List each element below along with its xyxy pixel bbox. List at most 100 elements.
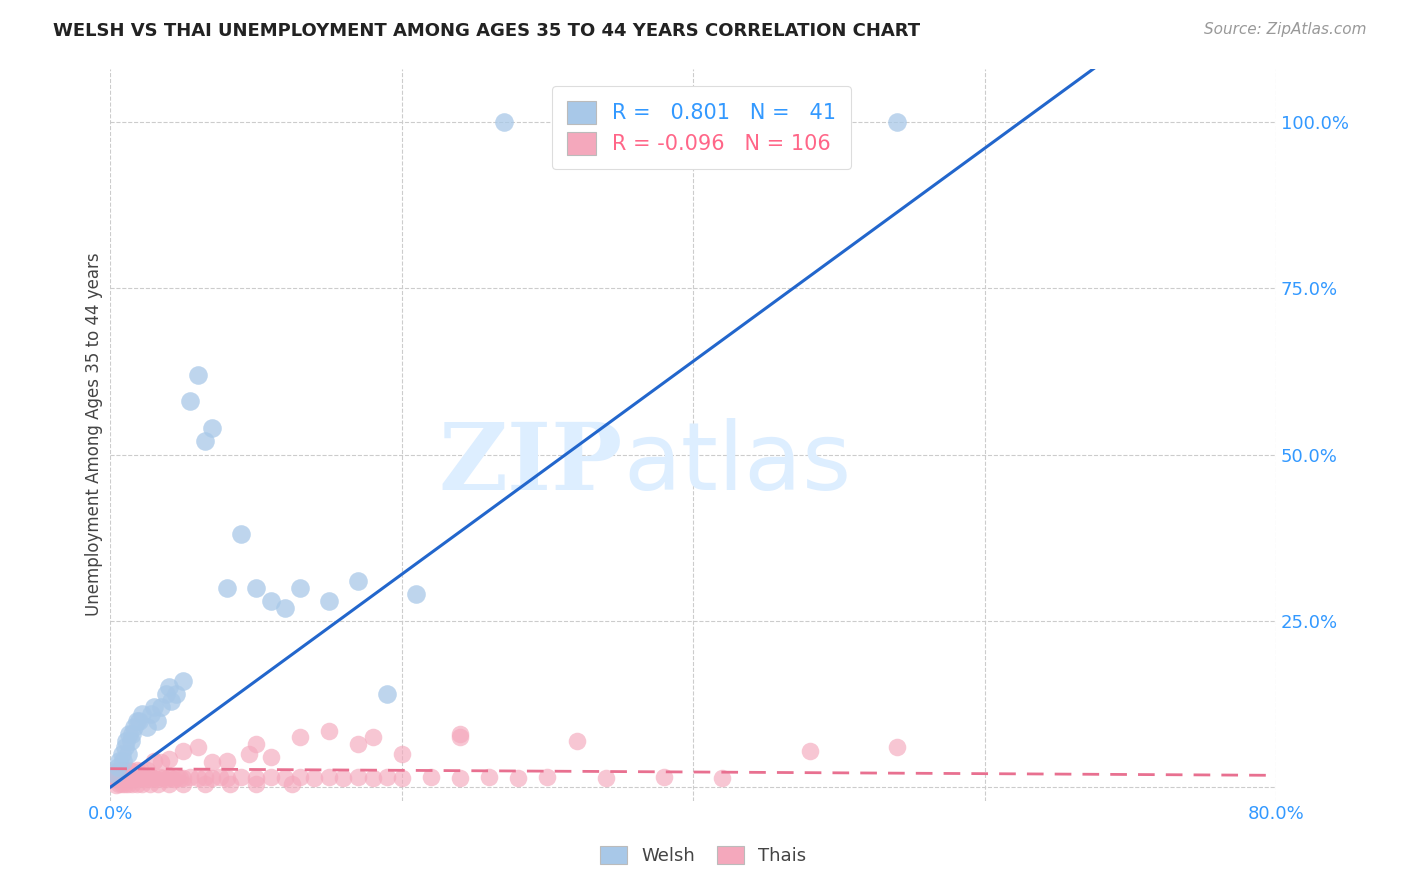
Point [131, 707, 153, 722]
Point [172, 777, 194, 791]
Point [150, 755, 173, 769]
Point [187, 771, 209, 785]
Point [201, 421, 224, 435]
Point [121, 764, 143, 778]
Point [215, 771, 238, 785]
Point [318, 770, 340, 784]
Point [121, 727, 143, 741]
Point [103, 770, 125, 784]
Point [122, 720, 145, 734]
Point [128, 714, 150, 728]
Point [114, 740, 136, 755]
Point [478, 770, 501, 784]
Point [361, 731, 384, 745]
Point [245, 581, 267, 595]
Point [125, 763, 148, 777]
Point [208, 770, 231, 784]
Point [143, 700, 166, 714]
Point [120, 733, 142, 747]
Point [332, 771, 354, 785]
Point [122, 771, 145, 785]
Point [391, 771, 413, 785]
Point [711, 771, 734, 785]
Point [259, 770, 281, 784]
Point [138, 777, 160, 791]
Point [131, 777, 153, 791]
Point [274, 600, 297, 615]
Point [143, 754, 166, 768]
Point [107, 760, 129, 774]
Point [231, 527, 253, 541]
Point [108, 754, 131, 768]
Point [117, 771, 139, 785]
Text: Source: ZipAtlas.com: Source: ZipAtlas.com [1204, 22, 1367, 37]
Y-axis label: Unemployment Among Ages 35 to 44 years: Unemployment Among Ages 35 to 44 years [86, 252, 103, 616]
Point [245, 737, 267, 751]
Point [172, 771, 194, 785]
Text: WELSH VS THAI UNEMPLOYMENT AMONG AGES 35 TO 44 YEARS CORRELATION CHART: WELSH VS THAI UNEMPLOYMENT AMONG AGES 35… [53, 22, 921, 40]
Point [375, 770, 398, 784]
Point [536, 770, 558, 784]
Point [115, 764, 138, 778]
Point [288, 770, 311, 784]
Point [150, 700, 173, 714]
Point [148, 777, 170, 791]
Point [117, 777, 139, 791]
Point [215, 581, 238, 595]
Point [111, 747, 134, 761]
Point [508, 771, 530, 785]
Point [125, 777, 148, 791]
Point [155, 687, 177, 701]
Point [405, 587, 427, 601]
Point [112, 754, 135, 768]
Point [166, 770, 188, 784]
Point [288, 731, 311, 745]
Point [135, 763, 157, 777]
Point [281, 777, 304, 791]
Point [121, 777, 143, 791]
Point [375, 687, 398, 701]
Point [152, 771, 174, 785]
Point [135, 720, 157, 734]
Legend: R =   0.801   N =   41, R = -0.096   N = 106: R = 0.801 N = 41, R = -0.096 N = 106 [553, 87, 851, 169]
Point [318, 594, 340, 608]
Point [231, 770, 253, 784]
Point [139, 770, 162, 784]
Point [105, 778, 128, 792]
Point [449, 771, 471, 785]
Point [194, 777, 217, 791]
Text: atlas: atlas [623, 417, 852, 510]
Point [652, 770, 675, 784]
Point [259, 750, 281, 764]
Point [128, 771, 150, 785]
Point [187, 740, 209, 755]
Point [149, 770, 172, 784]
Point [131, 770, 153, 784]
Point [179, 394, 201, 409]
Legend: Welsh, Thais: Welsh, Thais [592, 838, 814, 872]
Point [125, 714, 148, 728]
Point [125, 770, 148, 784]
Point [218, 777, 240, 791]
Point [347, 574, 370, 588]
Point [172, 673, 194, 688]
Point [595, 771, 617, 785]
Point [107, 764, 129, 778]
Point [160, 771, 183, 785]
Point [136, 772, 159, 786]
Point [245, 771, 267, 785]
Point [886, 115, 908, 129]
Point [238, 747, 260, 761]
Point [120, 772, 142, 786]
Point [215, 754, 238, 768]
Point [157, 777, 180, 791]
Point [124, 772, 146, 786]
Point [155, 772, 177, 786]
Point [118, 770, 141, 784]
Point [134, 771, 156, 785]
Text: ZIP: ZIP [439, 419, 623, 508]
Point [112, 763, 135, 777]
Point [104, 772, 127, 787]
Point [146, 772, 169, 786]
Point [201, 755, 224, 769]
